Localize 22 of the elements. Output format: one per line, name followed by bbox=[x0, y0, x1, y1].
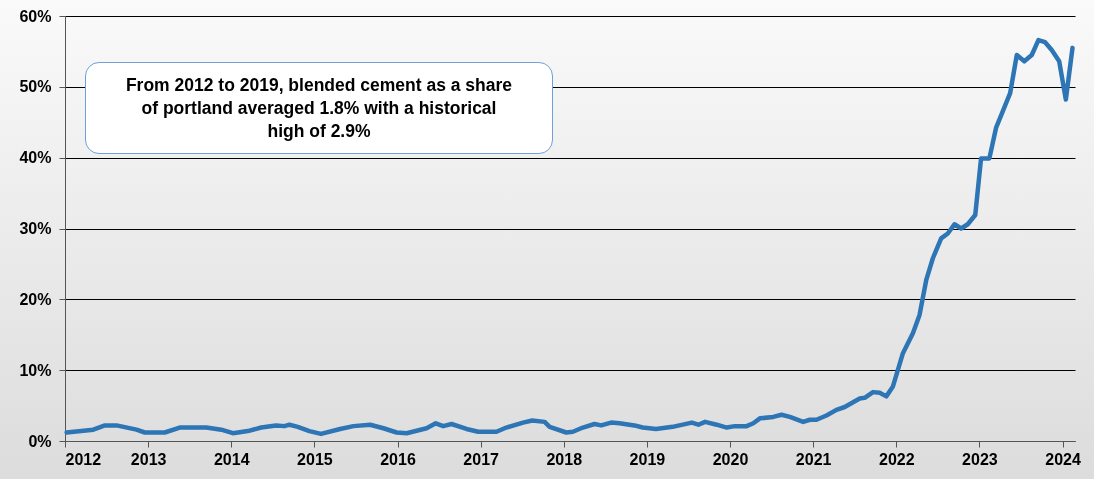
y-tick-label: 50% bbox=[19, 78, 52, 96]
x-tick-label: 2022 bbox=[878, 450, 915, 468]
x-tick-label: 2021 bbox=[795, 450, 832, 468]
y-tick-label: 20% bbox=[19, 290, 52, 308]
x-tick-label: 2020 bbox=[712, 450, 749, 468]
y-tick-label: 30% bbox=[19, 220, 52, 237]
x-tick-label: 2019 bbox=[629, 450, 666, 468]
x-tick-label: 2024 bbox=[1045, 450, 1081, 468]
x-tick-label: 2015 bbox=[297, 450, 333, 468]
annotation: From 2012 to 2019, blended cement as a share of portland averaged 1.8% with a historical high of 2.9% bbox=[125, 73, 513, 143]
x-tick-label: 2023 bbox=[962, 450, 998, 468]
y-tick-label: 40% bbox=[19, 149, 52, 167]
y-tick-label: 60% bbox=[19, 7, 52, 25]
y-tick-label: 10% bbox=[19, 361, 52, 379]
x-tick-label: 2012 bbox=[65, 450, 102, 468]
y-tick-label: 0% bbox=[28, 432, 52, 450]
x-tick-label: 2014 bbox=[213, 450, 250, 468]
line-series bbox=[64, 37, 1075, 437]
x-tick-label: 2018 bbox=[546, 450, 583, 468]
x-tick-label: 2017 bbox=[463, 450, 500, 468]
x-tick-label: 2016 bbox=[380, 450, 416, 468]
x-tick-label: 2013 bbox=[130, 450, 167, 468]
